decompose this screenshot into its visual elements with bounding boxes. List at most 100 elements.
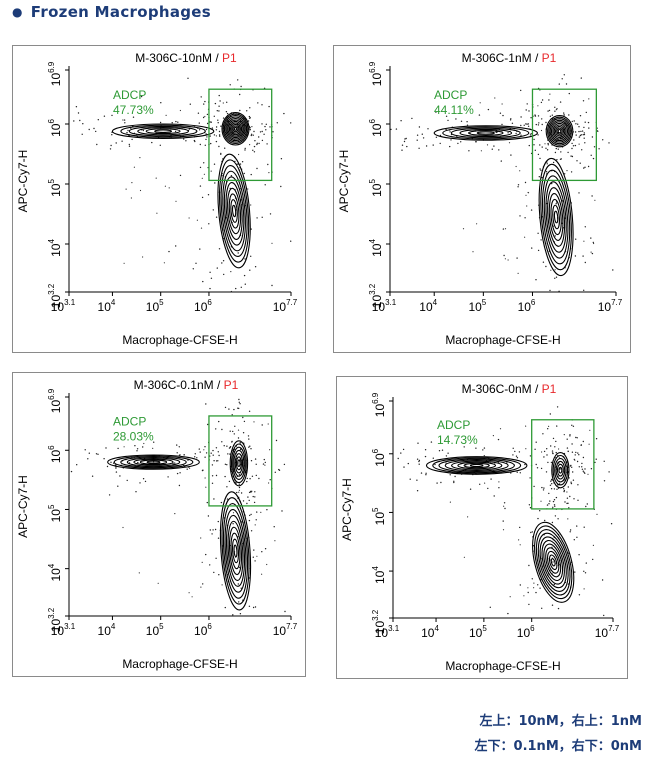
event-dot (593, 242, 595, 245)
event-dot (608, 471, 610, 473)
event-dot (493, 145, 495, 147)
event-dot (563, 489, 566, 492)
event-dot (512, 447, 514, 449)
event-dot (516, 257, 518, 259)
event-dot (247, 120, 250, 122)
event-dot (188, 592, 190, 594)
event-dot (206, 136, 208, 138)
event-dot (434, 463, 436, 466)
event-dot (439, 142, 441, 145)
event-dot (268, 105, 270, 108)
event-dot (183, 454, 185, 456)
event-dot (247, 496, 249, 498)
event-dot (252, 495, 254, 498)
event-dot (238, 474, 241, 476)
event-dot (109, 148, 112, 150)
event-dot (498, 487, 500, 489)
event-dot (207, 167, 209, 169)
event-dot (253, 549, 255, 551)
event-dot (516, 457, 519, 459)
plot-svg: M-306C-10nM / P1 103.1 104 105 106 107.7 103.2… (16, 51, 298, 347)
contour-line (552, 122, 567, 140)
event-dot (573, 120, 575, 122)
event-dot (206, 122, 209, 125)
event-dot (218, 574, 220, 576)
event-dot (577, 499, 579, 501)
event-dot (530, 209, 533, 211)
event-dot (229, 430, 231, 432)
event-dot (264, 125, 266, 128)
event-dot (276, 122, 278, 124)
event-dot (499, 112, 502, 114)
event-dot (201, 177, 203, 179)
event-dot (510, 472, 512, 474)
event-dot (583, 570, 585, 572)
event-dot (194, 453, 196, 455)
event-dot (557, 148, 559, 150)
event-dot (420, 472, 423, 474)
event-dot (553, 488, 556, 490)
event-dot (240, 286, 242, 288)
event-dot (551, 483, 553, 485)
event-dot (594, 199, 596, 201)
contour-line (554, 125, 565, 137)
event-dot (483, 455, 485, 457)
event-dot (267, 423, 269, 425)
event-dot (140, 95, 143, 98)
event-dot (128, 143, 130, 146)
event-dot (264, 184, 266, 186)
event-dot (582, 134, 584, 136)
plot-title-gate: P1 (222, 51, 237, 65)
event-dot (528, 564, 530, 567)
event-dot (519, 215, 521, 217)
event-dot (573, 539, 575, 541)
event-dot (581, 468, 584, 470)
event-dot (541, 118, 543, 120)
event-dot (205, 138, 207, 141)
event-dot (124, 122, 126, 124)
event-dot (115, 142, 117, 144)
event-dot (217, 122, 219, 124)
flow-plot-1nm: M-306C-1nM / P1 103.1 104 105 106 107.7 103.2 1… (333, 45, 631, 353)
event-dot (548, 99, 550, 101)
event-dot (489, 606, 491, 608)
event-dot (219, 135, 221, 137)
event-dot (239, 163, 242, 165)
event-dot (209, 121, 211, 123)
event-dot (407, 462, 409, 465)
event-dot (491, 148, 493, 150)
event-dot (530, 531, 532, 534)
event-dot (439, 134, 442, 137)
event-dot (580, 444, 583, 446)
contour-line (139, 459, 168, 465)
event-dot (155, 177, 157, 179)
contour-line (558, 466, 563, 474)
event-dot (572, 479, 575, 481)
event-dot (215, 129, 218, 131)
contour-line (539, 536, 567, 589)
event-dot (479, 483, 481, 485)
event-dot (199, 185, 202, 187)
event-dot (551, 604, 554, 606)
contour-line (218, 159, 250, 263)
event-dot (163, 262, 165, 264)
event-dot (215, 126, 218, 128)
event-dot (565, 83, 568, 85)
contour-line (540, 163, 572, 271)
event-dot (541, 176, 543, 179)
event-dot (283, 112, 285, 115)
contour-line (556, 463, 564, 477)
event-dot (551, 114, 553, 116)
contour-line (537, 532, 569, 592)
contour-line (433, 125, 538, 141)
event-dot (554, 110, 556, 112)
event-dot (218, 420, 220, 423)
event-dot (592, 157, 595, 160)
event-dot (209, 564, 211, 566)
event-dot (239, 448, 242, 451)
event-dot (274, 540, 276, 542)
gate-percent-label: 14.73% (437, 433, 478, 447)
event-dot (462, 228, 465, 230)
contour-line (534, 525, 573, 600)
event-dot (545, 265, 547, 268)
